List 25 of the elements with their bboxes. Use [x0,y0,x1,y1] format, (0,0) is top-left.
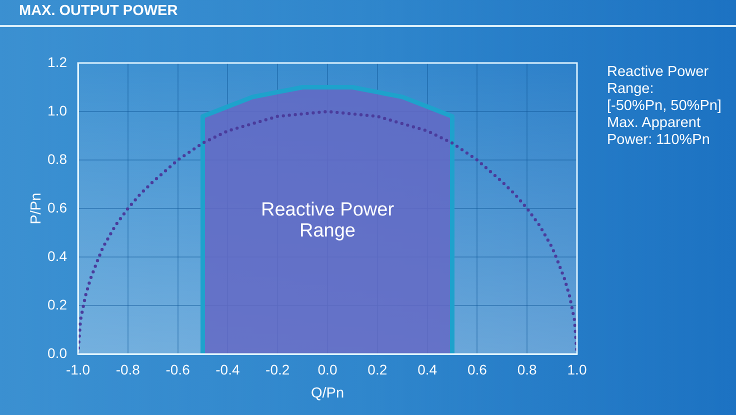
y-tick-label: 1.0 [48,102,68,118]
text: Reactive Power Range: [607,64,710,98]
chart-title: MAX. OUTPUT POWER [19,3,178,20]
text: Max. Apparent Power: 110%Pn [607,115,711,149]
x-tick-label: -0.8 [116,361,140,378]
x-axis-title: Q/Pn [310,385,344,402]
x-tick-label: 0.8 [517,361,538,378]
y-tick-label: 0.6 [48,199,68,216]
series-label: Reactive Power Range [260,199,395,242]
x-tick-label: -0.4 [216,361,240,378]
y-tick-label: 0.8 [48,150,68,167]
y-tick-label: 0.4 [48,248,68,264]
x-tick-label: -0.6 [166,361,190,378]
x-tick-label: -1.0 [66,361,90,378]
y-axis-title: P/Pn [28,192,45,224]
text: [-50%Pn, 50%Pn] [607,98,722,115]
x-tick-label: 1.0 [567,361,587,378]
x-tick-label: 0.4 [418,361,438,378]
x-tick-label: 0.0 [318,361,338,378]
x-tick-label: -0.2 [266,361,290,378]
x-tick-label: 0.6 [467,361,488,378]
y-tick-label: 1.2 [48,54,68,70]
x-tick-label: 0.2 [368,361,388,378]
y-tick-label: 0.2 [48,296,68,312]
y-tick-label: 0.0 [48,344,68,361]
